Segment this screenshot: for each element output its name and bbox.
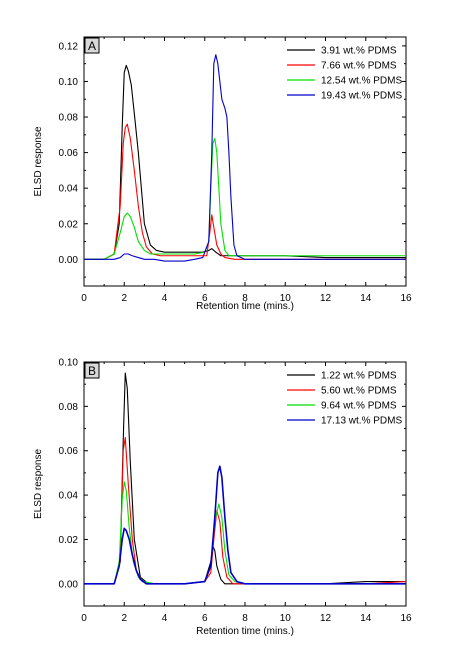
chart-panel-b: 0 2 4 6 8 10 12 14 16 0.00 0.02 0.04 0.06 0.08 0.10 Ret… (33, 358, 412, 638)
legend-label-2: 5.60 wt.% PDMS (321, 386, 397, 397)
panel-label: B (88, 364, 96, 378)
x-tick-label: 10 (280, 293, 292, 304)
x-tick-label: 12 (320, 613, 332, 624)
y-tick-label: 0.12 (59, 41, 79, 52)
x-tick-label: 6 (202, 293, 208, 304)
x-tick-label: 16 (400, 293, 412, 304)
y-tick-label: 0.08 (59, 402, 79, 413)
y-tick-label: 0.04 (59, 184, 79, 195)
chart-panel-a: 0 2 4 6 8 10 12 14 16 0.00 0.02 0.04 0.06 0.08 0.10 0.1… (33, 36, 412, 312)
x-tick-label: 10 (280, 613, 292, 624)
series-line-2 (84, 123, 406, 260)
legend-label-1: 3.91 wt.% PDMS (321, 46, 397, 57)
x-tick-label: 12 (320, 293, 332, 304)
series-line-4 (84, 465, 406, 585)
y-tick-label: 0.06 (59, 446, 79, 457)
x-tick-label: 2 (121, 613, 127, 624)
x-tick-label: 0 (81, 613, 87, 624)
legend-label-3: 9.64 wt.% PDMS (321, 401, 397, 412)
x-tick-label: 8 (242, 613, 248, 624)
legend-label-2: 7.66 wt.% PDMS (321, 61, 397, 72)
legend-label-4: 17.13 wt.% PDMS (321, 416, 402, 427)
y-tick-label: 0.00 (59, 255, 79, 266)
legend-label-1: 1.22 wt.% PDMS (321, 371, 397, 382)
x-tick-label: 16 (400, 613, 412, 624)
series-line-4 (84, 54, 406, 262)
plot-frame (83, 361, 407, 607)
x-tick-label: 14 (360, 613, 372, 624)
legend-label-3: 12.54 wt.% PDMS (321, 76, 402, 87)
x-tick-label: 14 (360, 293, 372, 304)
x-axis-label: Retention time (mins.) (196, 626, 294, 637)
panel-label: A (88, 39, 96, 53)
y-tick-label: 0.08 (59, 113, 79, 124)
x-tick-label: 2 (121, 293, 127, 304)
y-tick-label: 0.06 (59, 148, 79, 159)
y-axis-label: ELSD response (33, 126, 44, 196)
x-tick-label: 0 (81, 293, 87, 304)
y-tick-label: 0.04 (59, 491, 79, 502)
plot-frame (83, 36, 407, 287)
y-tick-label: 0.10 (59, 358, 79, 369)
x-tick-label: 4 (162, 613, 168, 624)
x-tick-label: 6 (202, 613, 208, 624)
y-tick-label: 0.02 (59, 535, 79, 546)
x-tick-label: 8 (242, 293, 248, 304)
y-tick-label: 0.02 (59, 219, 79, 230)
x-axis-label: Retention time (mins.) (196, 301, 294, 312)
x-tick-label: 4 (162, 293, 168, 304)
y-axis-label: ELSD response (33, 449, 44, 519)
panel-label-box (84, 362, 100, 379)
legend-label-4: 19.43 wt.% PDMS (321, 91, 402, 102)
y-tick-label: 0.10 (59, 77, 79, 88)
panel-label-box (84, 37, 100, 54)
y-tick-label: 0.00 (59, 579, 79, 590)
